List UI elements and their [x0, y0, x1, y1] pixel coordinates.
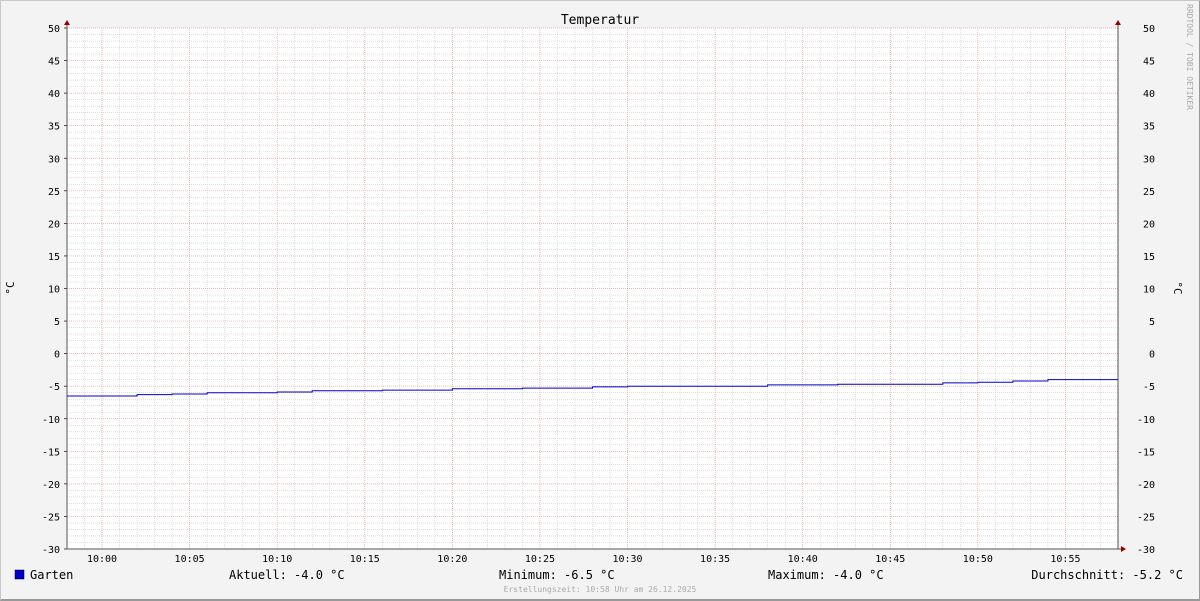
y-tick-label-left: 50	[48, 24, 60, 35]
y-tick-label-left: 15	[48, 252, 60, 263]
x-tick-label: 10:05	[175, 554, 205, 565]
x-tick-label: 10:00	[87, 554, 117, 565]
y-tick-label-left: 5	[54, 317, 60, 328]
y-tick-label-left: 25	[48, 187, 60, 198]
y-tick-label-right: -30	[1137, 545, 1155, 556]
y-axis-label-left: °C	[4, 281, 17, 294]
legend-minimum: Minimum: -6.5 °C	[499, 568, 615, 582]
footer-timestamp: Erstellungszeit: 10:58 Uhr am 26.12.2025	[504, 585, 697, 594]
x-axis-arrow	[1121, 546, 1126, 552]
x-tick-label: 10:25	[525, 554, 555, 565]
y-tick-label-left: -25	[42, 512, 60, 523]
y-tick-label-right: -25	[1137, 512, 1155, 523]
y-axis-arrow-right	[1115, 20, 1121, 25]
y-tick-label-right: 20	[1143, 219, 1155, 230]
y-tick-label-left: -30	[42, 545, 60, 556]
legend-durchschnitt: Durchschnitt: -5.2 °C	[1031, 568, 1183, 582]
y-tick-label-right: -10	[1137, 415, 1155, 426]
legend-swatch-garten	[14, 569, 25, 580]
y-tick-label-right: 10	[1143, 285, 1155, 296]
y-tick-label-right: 40	[1143, 89, 1155, 100]
x-tick-label: 10:55	[1050, 554, 1080, 565]
x-tick-label: 10:45	[875, 554, 905, 565]
chart-title: Temperatur	[561, 13, 639, 28]
y-tick-label-left: 10	[48, 285, 60, 296]
legend-maximum: Maximum: -4.0 °C	[768, 568, 884, 582]
y-tick-label-left: 0	[54, 350, 60, 361]
watermark: RRDTOOL / TOBI OETIKER	[1185, 4, 1194, 110]
y-tick-label-left: 40	[48, 89, 60, 100]
series-line-garten	[67, 379, 1118, 397]
y-tick-label-left: -20	[42, 480, 60, 491]
y-tick-label-right: 15	[1143, 252, 1155, 263]
x-tick-label: 10:10	[262, 554, 292, 565]
y-tick-label-right: 0	[1149, 350, 1155, 361]
y-tick-label-right: -20	[1137, 480, 1155, 491]
y-tick-label-right: 50	[1143, 24, 1155, 35]
x-tick-label: 10:35	[700, 554, 730, 565]
y-tick-label-right: -15	[1137, 447, 1155, 458]
legend-series-name: Garten	[30, 568, 73, 582]
y-tick-label-left: -5	[48, 382, 60, 393]
y-tick-label-left: 30	[48, 154, 60, 165]
y-tick-label-right: -5	[1143, 382, 1155, 393]
y-tick-label-right: 35	[1143, 122, 1155, 133]
y-tick-label-right: 30	[1143, 154, 1155, 165]
y-tick-label-right: 45	[1143, 57, 1155, 68]
x-tick-label: 10:30	[612, 554, 642, 565]
x-tick-label: 10:20	[437, 554, 467, 565]
x-tick-label: 10:50	[963, 554, 993, 565]
y-tick-label-left: 35	[48, 122, 60, 133]
x-tick-label: 10:15	[350, 554, 380, 565]
y-tick-label-left: 45	[48, 57, 60, 68]
y-tick-label-left: -10	[42, 415, 60, 426]
x-tick-label: 10:40	[788, 554, 818, 565]
y-axis-arrow-left	[64, 20, 70, 25]
legend-aktuell: Aktuell: -4.0 °C	[229, 568, 345, 582]
y-tick-label-right: 25	[1143, 187, 1155, 198]
y-tick-label-left: -15	[42, 447, 60, 458]
y-tick-label-left: 20	[48, 219, 60, 230]
y-tick-label-right: 5	[1149, 317, 1155, 328]
y-axis-label-right: °C	[1171, 281, 1184, 294]
